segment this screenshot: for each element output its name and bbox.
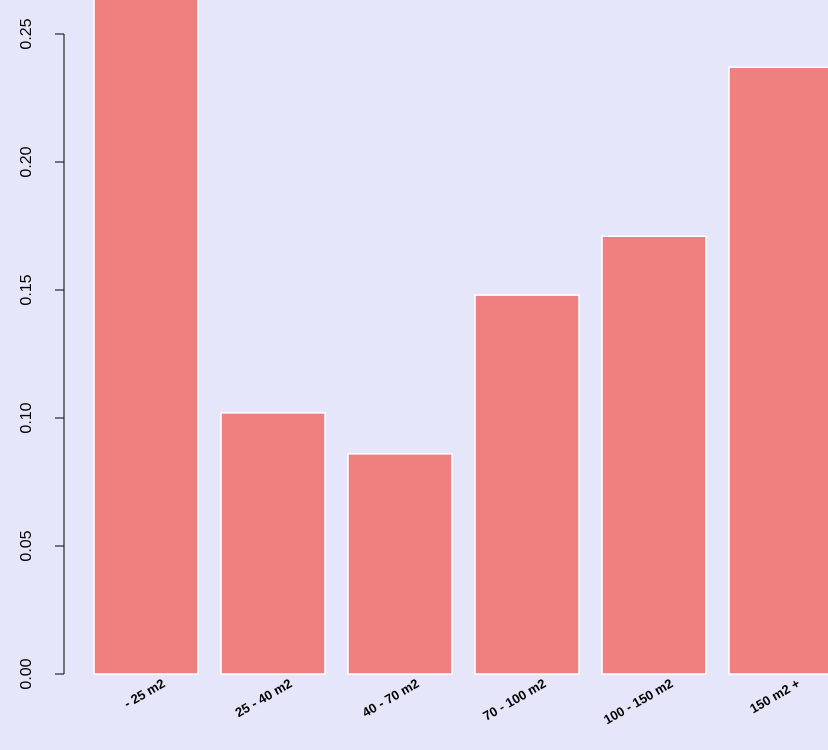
y-tick-label-3: 0.15	[18, 274, 35, 305]
bar-3	[474, 294, 580, 675]
x-category-label-1: 25 - 40 m2	[233, 676, 295, 720]
bars-group	[93, 0, 828, 675]
x-category-label-4: 100 - 150 m2	[601, 676, 675, 728]
x-category-label-5: 150 m2 +	[747, 675, 803, 716]
y-tick-label-4: 0.20	[18, 146, 35, 177]
bar-0	[93, 0, 199, 675]
x-axis-labels: - 25 m2 25 - 40 m2 40 - 70 m2 70 - 100 m2 10…	[121, 675, 803, 727]
y-tick-label-5: 0.25	[18, 18, 35, 49]
x-category-label-0: - 25 m2	[121, 676, 167, 711]
y-tick-label-2: 0.10	[18, 402, 35, 433]
bar-4	[601, 235, 707, 675]
y-axis: 0.00 0.05 0.10 0.15 0.20 0.25	[18, 18, 65, 690]
y-tick-label-1: 0.05	[18, 530, 35, 561]
bar-2	[347, 453, 453, 675]
bar-1	[220, 412, 326, 675]
y-tick-label-0: 0.00	[18, 658, 35, 689]
bar-5	[728, 66, 828, 675]
x-category-label-2: 40 - 70 m2	[360, 676, 422, 720]
x-category-label-3: 70 - 100 m2	[480, 676, 548, 724]
